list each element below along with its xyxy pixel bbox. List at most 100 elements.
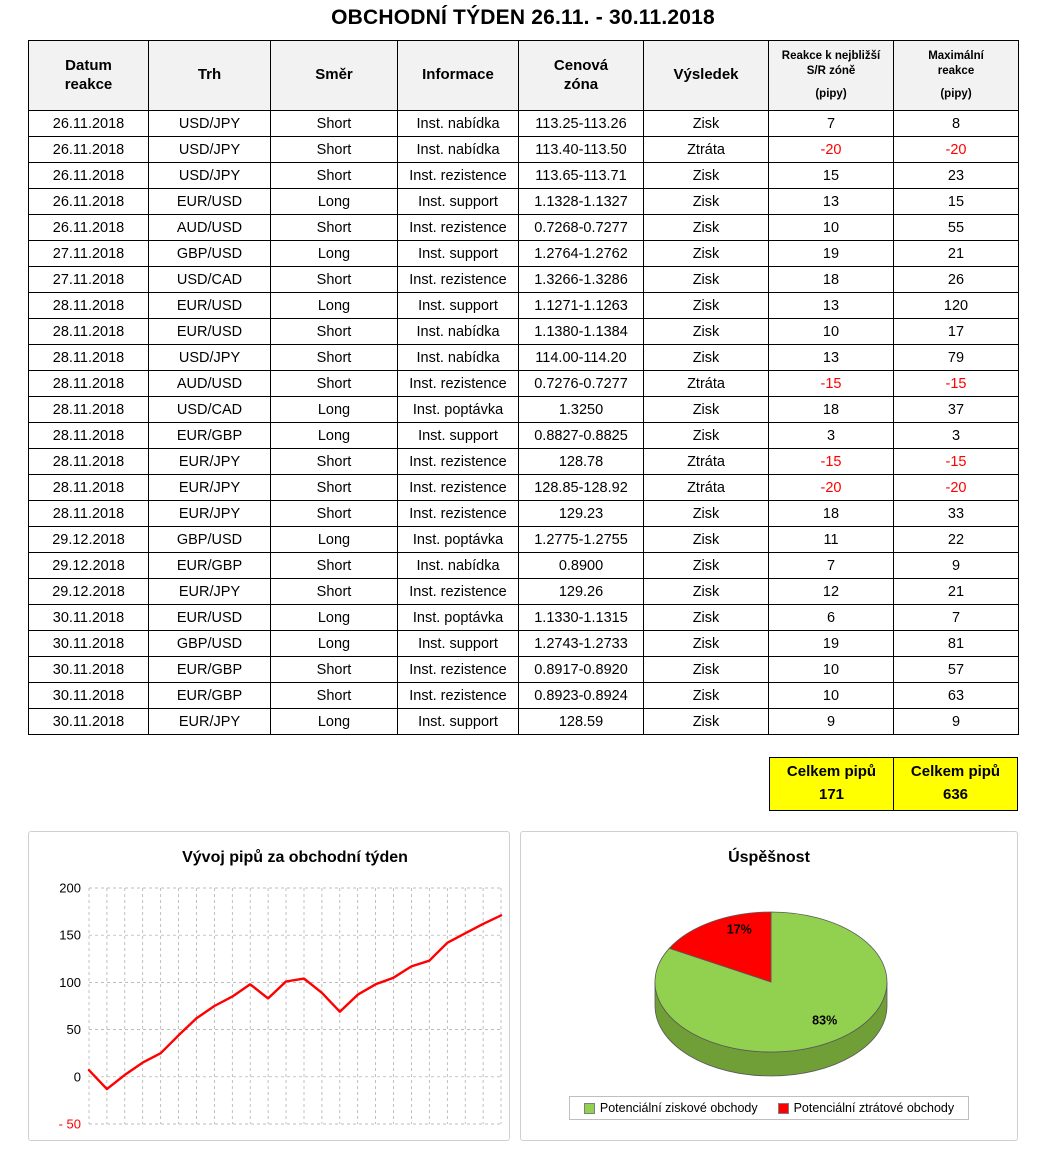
max-reaction-pips-cell: 79 [893,344,1019,371]
info-cell: Inst. rezistence [397,448,519,475]
max-reaction-pips-cell: 17 [893,318,1019,345]
result-cell: Zisk [643,240,769,267]
result-cell: Zisk [643,188,769,215]
trades-table: Datum reakce Trh Směr Informace Cenová zóna Výs… [28,40,1019,735]
zone-cell: 1.2764-1.2762 [518,240,644,267]
market-cell: USD/JPY [148,344,271,371]
direction-cell: Short [270,370,398,397]
pie-chart-panel: 83% 17% Úspěšnost Potenciální ziskové obch… [520,831,1018,1141]
market-cell: EUR/USD [148,292,271,319]
result-cell: Ztráta [643,448,769,475]
market-cell: EUR/GBP [148,682,271,709]
market-cell: EUR/USD [148,188,271,215]
zone-cell: 0.8917-0.8920 [518,656,644,683]
reaction-pips-cell: 7 [768,552,894,579]
date-cell: 30.11.2018 [28,708,149,735]
y-axis-tick-label: - 50 [59,1117,81,1132]
info-cell: Inst. support [397,630,519,657]
trade-row: 30.11.2018 GBP/USD Long Inst. support 1.2743… [28,630,1019,657]
trade-row: 30.11.2018 EUR/GBP Short Inst. rezistence 0.… [28,682,1019,709]
result-cell: Zisk [643,422,769,449]
zone-cell: 113.25-113.26 [518,110,644,137]
pie-slice-loss [668,911,772,983]
legend-swatch [583,1102,595,1114]
info-cell: Inst. support [397,708,519,735]
reaction-pips-cell: 7 [768,110,894,137]
direction-cell: Short [270,136,398,163]
zone-cell: 113.65-113.71 [518,162,644,189]
market-cell: USD/JPY [148,110,271,137]
total-reaction-label: Celkem pipů [786,763,877,780]
result-cell: Zisk [643,604,769,631]
info-cell: Inst. nabídka [397,110,519,137]
date-cell: 29.12.2018 [28,552,149,579]
date-cell: 26.11.2018 [28,162,149,189]
total-max-label: Celkem pipů [910,763,1001,780]
date-cell: 29.12.2018 [28,578,149,605]
trade-row: 28.11.2018 USD/JPY Short Inst. nabídka 114.0… [28,344,1019,371]
reaction-pips-cell: 10 [768,656,894,683]
reaction-pips-cell: 19 [768,240,894,267]
trade-row: 28.11.2018 AUD/USD Short Inst. rezistence 0.… [28,370,1019,397]
max-reaction-pips-cell: 23 [893,162,1019,189]
legend-label: Potenciální ziskové obchody [599,1101,758,1115]
info-cell: Inst. rezistence [397,682,519,709]
direction-cell: Short [270,318,398,345]
zone-cell: 1.1328-1.1327 [518,188,644,215]
direction-cell: Long [270,604,398,631]
pie-data-label: 17% [727,922,752,936]
result-cell: Ztráta [643,474,769,501]
reaction-pips-cell: -15 [768,448,894,475]
zone-cell: 0.7268-0.7277 [518,214,644,241]
date-cell: 30.11.2018 [28,630,149,657]
info-cell: Inst. nabídka [397,344,519,371]
info-cell: Inst. support [397,188,519,215]
date-cell: 26.11.2018 [28,136,149,163]
market-cell: EUR/GBP [148,656,271,683]
y-axis-tick-label: 150 [59,928,81,943]
header-row: Datum reakce Trh Směr Informace Cenová zóna Výs… [28,40,1019,111]
date-cell: 28.11.2018 [28,344,149,371]
zone-cell: 1.1380-1.1384 [518,318,644,345]
max-reaction-pips-cell: 57 [893,656,1019,683]
zone-cell: 128.85-128.92 [518,474,644,501]
result-cell: Zisk [643,552,769,579]
reaction-pips-cell: 10 [768,682,894,709]
reaction-pips-cell: 11 [768,526,894,553]
result-cell: Zisk [643,630,769,657]
date-cell: 28.11.2018 [28,474,149,501]
trade-row: 29.12.2018 EUR/GBP Short Inst. nabídka 0.890… [28,552,1019,579]
reaction-pips-cell: 13 [768,188,894,215]
max-reaction-pips-cell: 120 [893,292,1019,319]
max-reaction-pips-cell: -15 [893,448,1019,475]
direction-cell: Long [270,240,398,267]
reaction-pips-cell: -20 [768,136,894,163]
date-cell: 29.12.2018 [28,526,149,553]
market-cell: EUR/USD [148,318,271,345]
column-header: Reakce k nejbližší S/R zóně (pipy) [768,40,894,111]
reaction-pips-cell: 15 [768,162,894,189]
info-cell: Inst. poptávka [397,396,519,423]
pie-chart-title: Úspěšnost [728,847,810,866]
market-cell: EUR/JPY [148,448,271,475]
total-max-value: 636 [942,785,969,803]
info-cell: Inst. poptávka [397,526,519,553]
result-cell: Zisk [643,500,769,527]
date-cell: 27.11.2018 [28,266,149,293]
info-cell: Inst. nabídka [397,136,519,163]
zone-cell: 1.1271-1.1263 [518,292,644,319]
pie-chart: 83% 17% Úspěšnost [654,847,888,1077]
date-cell: 30.11.2018 [28,682,149,709]
direction-cell: Short [270,656,398,683]
info-cell: Inst. rezistence [397,500,519,527]
reaction-pips-cell: 19 [768,630,894,657]
max-reaction-pips-cell: 33 [893,500,1019,527]
info-cell: Inst. nabídka [397,552,519,579]
direction-cell: Long [270,708,398,735]
trade-row: 28.11.2018 EUR/USD Short Inst. nabídka 1.138… [28,318,1019,345]
max-reaction-pips-cell: 37 [893,396,1019,423]
legend-item: Potenciální ztrátové obchody [777,1101,954,1115]
direction-cell: Short [270,214,398,241]
direction-cell: Short [270,162,398,189]
result-cell: Zisk [643,526,769,553]
